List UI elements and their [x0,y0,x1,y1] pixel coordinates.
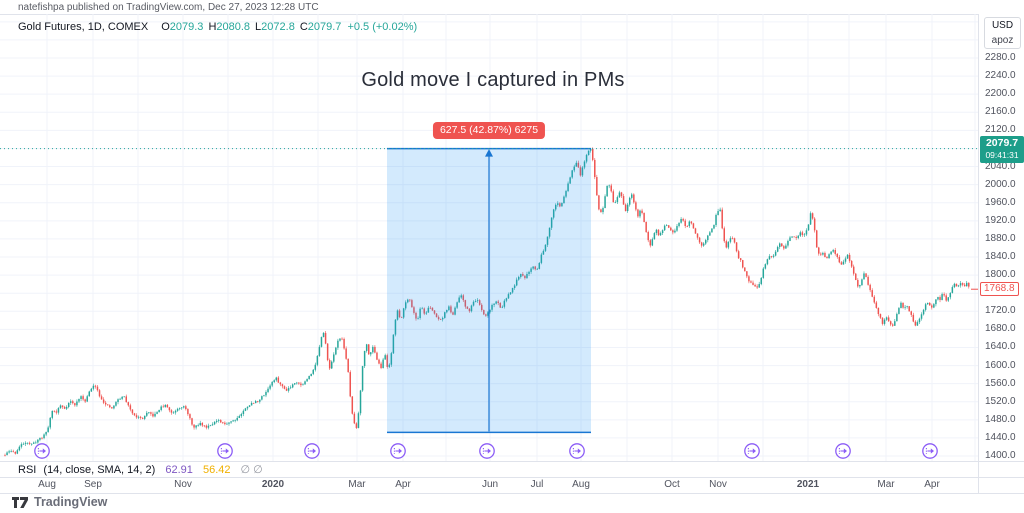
price-tick-label: 1960.0 [985,196,1016,208]
symbol-legend[interactable]: Gold Futures, 1D, COMEX O2079.3 H2080.8 L20… [18,21,417,33]
last-price-badge: 2079.7 09:41:31 [980,136,1024,163]
high-label: H [208,21,217,33]
low-label: L [255,21,262,33]
price-tick-label: 1520.0 [985,395,1016,407]
open-value: 2079.3 [169,21,204,33]
widget-bottom-border [0,493,1024,494]
widget-top-border [0,14,1024,15]
price-tick-label: 1400.0 [985,450,1016,462]
rsi-ma-value: 56.42 [202,464,231,476]
time-tick-month: Aug [572,479,590,490]
chart-title-drawing[interactable]: Gold move I captured in PMs [361,69,625,91]
close-value: 2079.7 [307,21,342,33]
open-label: O [161,21,170,33]
rsi-value: 62.91 [165,464,193,476]
price-chart-canvas[interactable] [0,14,978,461]
low-value: 2072.8 [261,21,295,33]
price-tick-label: 1920.0 [985,214,1016,226]
bar-countdown: 09:41:31 [985,150,1019,160]
currency-unit-toggle[interactable]: USD apoz [984,17,1021,49]
unit-label[interactable]: apoz [991,35,1014,46]
time-tick-year: 2021 [796,479,820,490]
time-tick-month: Aug [38,479,56,490]
price-tick-label: 1440.0 [985,431,1016,443]
brand-name: TradingView [34,495,108,509]
pane-separator[interactable] [0,461,1024,462]
last-bar-price-label: 1768.8 [980,282,1019,296]
jump-marker-icon[interactable] [744,443,760,459]
jump-marker-icon[interactable] [569,443,585,459]
price-tick-label: 1640.0 [985,341,1016,353]
price-tick-label: 2280.0 [985,52,1016,63]
jump-marker-icon[interactable] [304,443,320,459]
symbol-name: Gold Futures, 1D, COMEX [18,21,149,33]
time-tick-month: Jun [481,479,499,490]
high-value: 2080.8 [216,21,251,33]
price-tick-label: 1600.0 [985,359,1016,371]
price-axis[interactable]: USD apoz 2280.0 2240.0 2200.0 2160.0 2120.0 2… [978,14,1024,493]
rsi-params: (14, close, SMA, 14, 2) [43,464,156,476]
jump-marker-icon[interactable] [922,443,938,459]
time-tick-month: Jul [530,479,544,490]
time-tick-month: Oct [664,479,680,490]
range-measure-badge[interactable]: 627.5 (42.87%) 6275 [432,122,546,139]
jump-marker-icon[interactable] [390,443,406,459]
last-price-value: 2079.7 [985,137,1019,149]
price-tick-label: 2200.0 [985,88,1016,100]
rsi-name: RSI [18,464,37,476]
attribution-text: natefishpa published on TradingView.com,… [18,2,319,13]
currency-label[interactable]: USD [991,20,1014,31]
price-tick-label: 2160.0 [985,106,1016,118]
time-tick-month: Nov [709,479,727,490]
time-axis[interactable]: Aug Sep Nov 2020 Mar Apr Jun Jul Aug Oct Nov 2021 Ma… [0,477,978,493]
price-tick-label: 1880.0 [985,232,1016,244]
time-axis-border [0,477,1024,478]
jump-marker-icon[interactable] [34,443,50,459]
close-label: C [299,21,308,33]
time-tick-year: 2020 [261,479,285,490]
price-tick-label: 2000.0 [985,178,1016,190]
price-tick-label: 1680.0 [985,323,1016,335]
jump-marker-icon[interactable] [479,443,495,459]
rsi-extra-values: ∅ ∅ [240,464,263,476]
time-tick-month: Sep [84,479,102,490]
time-tick-month: Nov [174,479,192,490]
time-tick-month: Apr [395,479,411,490]
price-tick-label: 1480.0 [985,413,1016,425]
price-tick-label: 2120.0 [985,124,1016,136]
tradingview-link[interactable]: TradingView [12,495,107,509]
jump-marker-icon[interactable] [835,443,851,459]
price-tick-label: 1720.0 [985,305,1016,317]
change-value: +0.5 (+0.02%) [347,21,418,33]
rsi-legend[interactable]: RSI (14, close, SMA, 14, 2) 62.91 56.42 … [18,463,263,476]
price-tick-label: 2240.0 [985,70,1016,82]
tradingview-logo-icon [12,496,28,508]
time-tick-month: Mar [348,479,366,490]
time-tick-month: Apr [924,479,940,490]
price-tick-label: 2040.0 [985,160,1016,172]
price-tick-label: 1800.0 [985,269,1016,281]
price-tick-label: 1840.0 [985,251,1016,262]
jump-marker-icon[interactable] [217,443,233,459]
time-tick-month: Mar [877,479,895,490]
price-tick-label: 1560.0 [985,377,1016,389]
